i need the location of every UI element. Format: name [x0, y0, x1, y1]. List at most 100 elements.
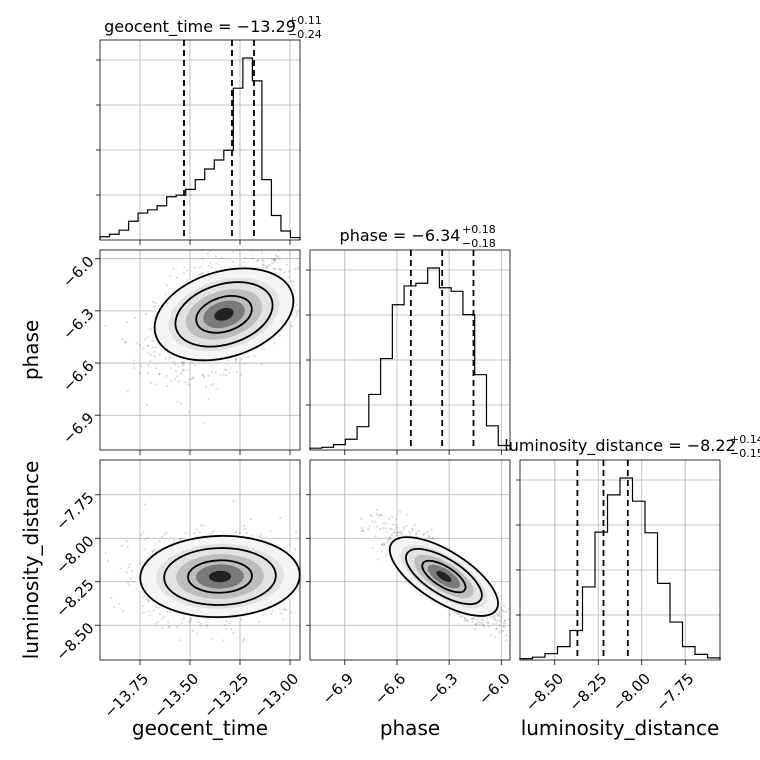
sample-point: [187, 383, 190, 386]
sample-point: [430, 528, 433, 531]
sample-point: [154, 301, 157, 305]
sample-point: [270, 613, 273, 616]
sample-point: [127, 581, 130, 584]
sample-point: [220, 256, 224, 260]
sample-point: [138, 344, 142, 347]
sample-point: [180, 621, 183, 624]
sample-point: [418, 530, 421, 533]
sample-point: [127, 566, 130, 569]
sample-point: [185, 381, 188, 384]
sample-point: [197, 621, 200, 624]
sample-point: [125, 571, 128, 574]
sample-point: [199, 273, 202, 276]
sample-point: [498, 619, 501, 622]
contour-line: [421, 559, 467, 594]
sample-point: [148, 614, 152, 617]
sample-point: [294, 548, 297, 551]
contour-line: [388, 536, 499, 617]
sample-point: [432, 537, 435, 540]
sample-point: [165, 610, 169, 614]
sample-point: [206, 623, 209, 627]
sample-point: [149, 360, 152, 363]
x-tick-label: −8.25: [565, 670, 610, 715]
sample-point: [499, 616, 503, 619]
histogram-geocent_time: [99, 57, 301, 240]
sample-point: [158, 373, 161, 376]
panel-frame: [309, 249, 511, 451]
sample-point: [201, 272, 204, 275]
sample-point: [292, 280, 295, 283]
sample-point: [369, 513, 372, 516]
sample-point: [173, 360, 176, 363]
sample-point: [385, 554, 388, 557]
sample-point: [245, 531, 248, 534]
ylabel-phase: phase: [19, 320, 43, 380]
sample-point: [126, 321, 129, 324]
sample-point: [146, 536, 149, 539]
sample-point: [154, 305, 157, 308]
sample-point: [253, 355, 256, 358]
sample-point: [486, 617, 489, 620]
sample-point: [154, 622, 157, 625]
sample-point: [415, 533, 418, 536]
sample-point: [152, 609, 156, 612]
sample-point: [199, 524, 202, 527]
sample-point: [482, 619, 485, 622]
sample-point: [481, 623, 484, 626]
sample-point: [203, 421, 206, 424]
panel-frame: [99, 249, 301, 451]
sample-point: [262, 264, 265, 267]
x-tick-label: −8.00: [609, 670, 654, 715]
sample-point: [507, 608, 510, 611]
sample-point: [223, 368, 227, 371]
sample-point: [284, 608, 287, 611]
x-tick-label: −7.75: [652, 670, 697, 715]
y-tick-label: −6.0: [59, 253, 97, 291]
sample-point: [501, 630, 504, 633]
sample-point: [273, 342, 276, 345]
sample-point: [176, 375, 179, 378]
sample-point: [238, 532, 241, 535]
sample-point: [176, 625, 179, 629]
xlabel-geocent-time: geocent_time: [132, 716, 268, 740]
sample-point: [411, 527, 414, 531]
sample-point: [151, 549, 154, 552]
sample-point: [139, 562, 142, 565]
sample-point: [144, 538, 147, 541]
sample-point: [166, 284, 169, 287]
sample-point: [146, 336, 149, 339]
sample-point: [232, 251, 235, 254]
sample-point: [273, 260, 277, 263]
sample-point: [380, 550, 383, 553]
sample-point: [379, 527, 382, 531]
sample-point: [158, 372, 161, 375]
sample-point: [153, 355, 156, 358]
sample-point: [256, 259, 259, 262]
sample-point: [502, 614, 505, 617]
sample-point: [260, 363, 263, 366]
sample-point: [502, 625, 505, 628]
sample-point: [155, 346, 158, 349]
sample-point: [278, 334, 281, 337]
sample-point: [398, 531, 401, 534]
sample-point: [225, 627, 228, 631]
sample-point: [143, 548, 146, 551]
sample-point: [474, 627, 477, 631]
sample-point: [193, 266, 196, 269]
sample-point: [169, 356, 172, 359]
sample-point: [104, 552, 107, 555]
sample-point: [178, 639, 182, 642]
sample-point: [166, 384, 169, 388]
sample-point: [230, 628, 233, 631]
sample-point: [190, 377, 193, 380]
sample-point: [480, 617, 483, 621]
sample-point: [393, 531, 396, 535]
sample-point: [209, 384, 212, 387]
sample-point: [199, 266, 202, 269]
sample-point: [202, 374, 205, 377]
y-tick-label: −6.9: [59, 409, 97, 447]
sample-point: [153, 548, 156, 551]
sample-point: [374, 520, 377, 523]
sample-point: [272, 258, 275, 261]
sample-point: [169, 366, 172, 370]
